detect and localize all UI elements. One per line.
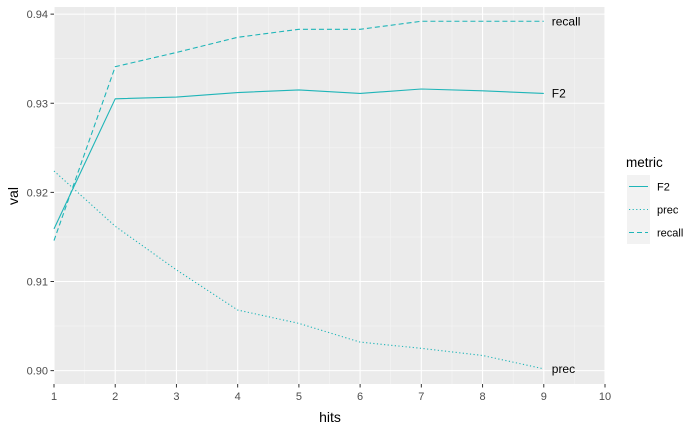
y-tick-label: 0.92 [27,187,48,199]
x-tick-label: 4 [235,391,241,403]
x-tick-label: 9 [541,391,547,403]
end-labels: F2 prec recall [552,14,581,376]
x-tick-label: 7 [418,391,424,403]
y-tick-label: 0.91 [27,277,48,289]
legend-item-F2: F2 [627,175,670,198]
grid-minor [54,7,605,384]
legend-title: metric [626,155,663,170]
x-tick-label: 2 [112,391,118,403]
series-line-F2 [53,88,544,230]
series-line-recall [53,20,544,241]
y-tick-label: 0.93 [27,98,48,110]
legend-label-F2: F2 [657,182,670,194]
x-axis-title: hits [319,409,341,425]
legend-item-prec: prec [627,198,679,221]
legend-item-recall: recall [627,221,683,244]
legend-label-prec: prec [657,205,679,217]
x-tick-label: 8 [479,391,485,403]
legend-key-bg [627,198,650,221]
legend-label-recall: recall [657,228,683,240]
y-tick-label: 0.94 [27,9,48,21]
end-label-recall: recall [552,14,581,28]
y-tick-label: 0.90 [27,366,48,378]
end-label-prec: prec [552,362,575,376]
series-layer [53,20,544,370]
y-axis-title: val [5,187,21,205]
end-label-F2: F2 [552,86,566,100]
x-tick-label: 6 [357,391,363,403]
grid-major [53,7,606,384]
x-tick-label: 5 [296,391,302,403]
x-tick-label: 1 [51,391,57,403]
legend: metric F2 prec recall [626,155,683,244]
x-axis: 1 2 3 4 5 6 7 8 9 10 [51,384,611,403]
x-tick-label: 3 [173,391,179,403]
y-axis: 0.90 0.91 0.92 0.93 0.94 [27,9,54,378]
x-tick-label: 10 [599,391,611,403]
